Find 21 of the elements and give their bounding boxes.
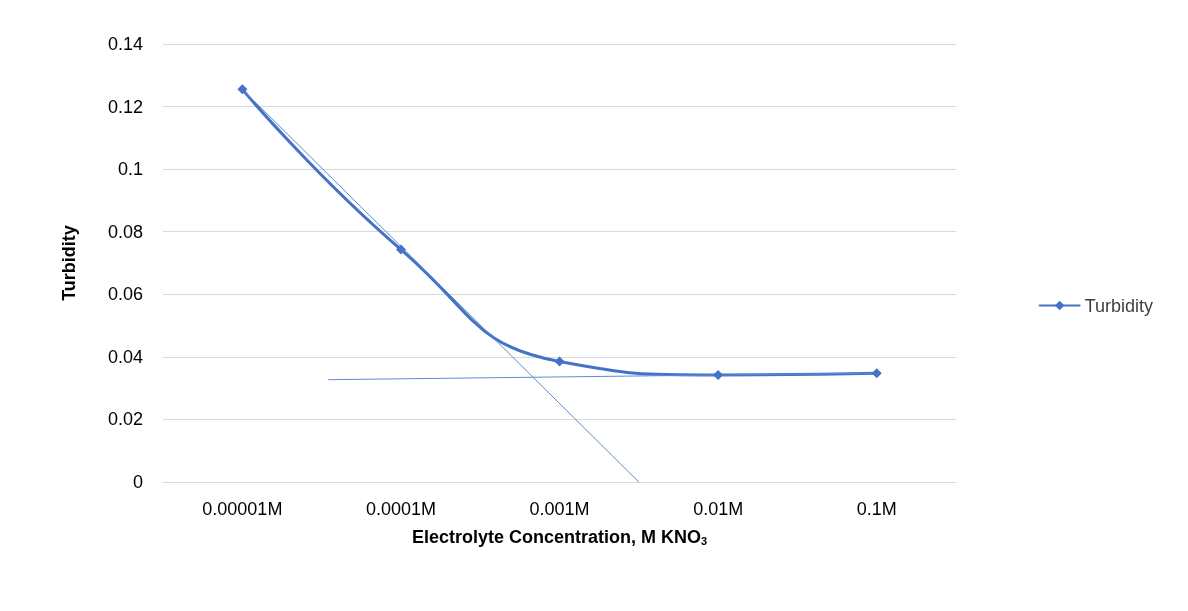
point xyxy=(871,368,882,379)
y-tick-label: 0.04 xyxy=(107,346,143,367)
x-axis-title: Electrolyte Concentration, M KNO3 xyxy=(411,526,708,547)
y-tick-label: 0.08 xyxy=(107,221,143,242)
y-tick-label: 0.14 xyxy=(107,34,143,54)
point xyxy=(395,244,406,255)
y-tick-label: 0.12 xyxy=(107,96,143,117)
point xyxy=(713,370,724,380)
y-tick-label: 0.06 xyxy=(107,284,143,305)
x-tick-label: 0.0001M xyxy=(365,499,436,519)
legend-label: Turbidity xyxy=(1084,295,1154,316)
x-tick-label: 0.01M xyxy=(693,499,744,519)
y-axis-title: Turbidity xyxy=(59,225,79,301)
y-tick-label: 0.1 xyxy=(117,159,143,180)
point xyxy=(554,356,565,367)
x-tick-label: 0.00001M xyxy=(202,499,283,519)
point xyxy=(237,84,248,95)
x-tick-label: 0.001M xyxy=(529,499,590,519)
x-tick-label: 0.1M xyxy=(856,499,897,519)
y-tick-label: 0 xyxy=(132,472,143,492)
y-tick-label: 0.02 xyxy=(107,409,143,430)
